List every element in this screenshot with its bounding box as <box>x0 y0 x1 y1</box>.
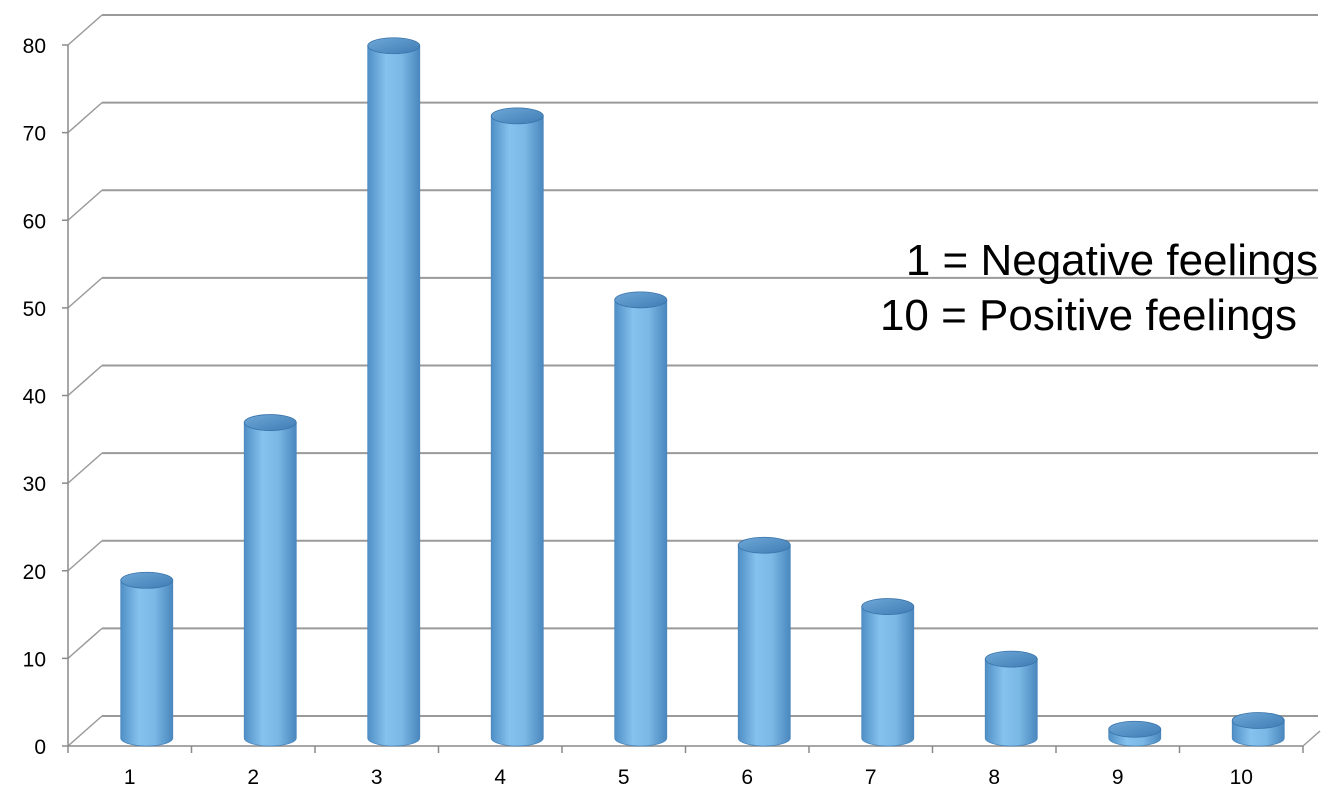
x-tick-label: 8 <box>988 766 1000 789</box>
y-tick-label: 50 <box>23 298 46 321</box>
bar-10 <box>1231 712 1285 747</box>
bar-1 <box>120 571 174 747</box>
bar-top <box>243 414 297 431</box>
bar-body <box>120 579 174 747</box>
bar-body <box>614 299 668 747</box>
x-tick-label: 3 <box>371 766 383 789</box>
bar-body <box>490 115 544 747</box>
x-tick-label: 9 <box>1112 766 1124 789</box>
bar-top <box>614 291 668 309</box>
y-tick-label: 0 <box>34 736 46 759</box>
y-tick-label: 60 <box>23 210 46 233</box>
y-tick-label: 70 <box>23 123 46 146</box>
bar-3 <box>367 37 421 747</box>
gridline-depth-30 <box>67 452 103 484</box>
gridline-depth-60 <box>67 189 103 221</box>
bar-body <box>861 606 915 747</box>
bar-top <box>120 571 174 589</box>
x-tick-label: 7 <box>865 766 877 789</box>
x-tick-label: 6 <box>741 766 753 789</box>
y-tick-label: 20 <box>23 561 46 584</box>
x-tick-label: 5 <box>618 766 630 789</box>
y-tick-label: 40 <box>23 386 46 409</box>
tick-labels: 0 10 20 30 40 50 60 70 80 1 2 3 4 5 6 7 8 9 10 <box>23 35 1253 789</box>
x-tick-label: 10 <box>1230 766 1253 789</box>
gridline-depth-0 <box>67 715 103 747</box>
annotation-line-2: 10 = Positive feelings <box>880 291 1297 340</box>
bar-2 <box>243 414 297 747</box>
bar-9 <box>1108 720 1162 747</box>
bar-top <box>490 107 544 125</box>
bar-body <box>737 544 791 747</box>
bar-5 <box>614 291 668 747</box>
bar-body <box>984 658 1038 747</box>
x-axis-depth <box>1302 730 1321 747</box>
bar-4 <box>490 107 544 747</box>
bar-7 <box>861 598 915 747</box>
x-tick-label: 1 <box>124 766 136 789</box>
x-tick-label: 2 <box>247 766 259 789</box>
bar-top <box>1108 720 1162 738</box>
bar-top <box>984 650 1038 668</box>
bar-top <box>737 536 791 554</box>
x-tick-label: 4 <box>494 766 506 789</box>
annotation-line-1: 1 = Negative feelings <box>906 236 1318 285</box>
gridline-depth-70 <box>67 102 103 134</box>
bar-body <box>367 45 421 747</box>
y-tick-label: 30 <box>23 473 46 496</box>
gridline-depth-10 <box>67 627 103 659</box>
gridline-depth-40 <box>67 364 103 397</box>
gridline-depth-50 <box>67 277 103 309</box>
bar-8 <box>984 650 1038 747</box>
y-tick-label: 80 <box>23 35 46 58</box>
gridlines <box>67 14 1318 747</box>
bar-top <box>861 598 915 615</box>
gridline-depth-20 <box>67 540 103 572</box>
y-tick-label: 10 <box>23 648 46 671</box>
annotations: 1 = Negative feelings 10 = Positive feel… <box>880 236 1318 340</box>
bars <box>120 37 1285 747</box>
bar-6 <box>737 536 791 747</box>
gridline-depth-80 <box>67 14 103 46</box>
bar-top <box>367 37 421 55</box>
bar-top <box>1231 712 1285 729</box>
bar-body <box>243 422 297 747</box>
